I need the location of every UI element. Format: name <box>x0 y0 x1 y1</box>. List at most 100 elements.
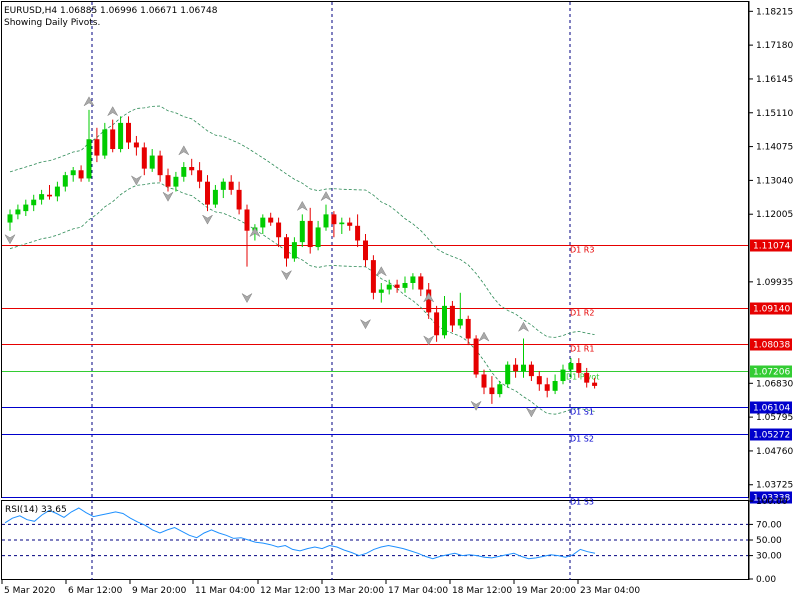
candle-body <box>481 374 487 388</box>
candle-body <box>410 276 416 283</box>
candle-body <box>426 289 432 313</box>
fractal-up-icon <box>249 227 261 238</box>
candle-body <box>378 289 384 293</box>
candle-body <box>442 305 447 336</box>
candle-body <box>434 312 440 336</box>
price-axis[interactable]: 1.18215 1.17180 1.16145 1.15110 1.14075 1.130… <box>748 1 793 580</box>
candle-body <box>592 382 598 386</box>
time-tick-label: 19 Mar 20:00 <box>516 586 576 596</box>
price-tick-label: 1.13040 <box>756 176 793 186</box>
envelope-bands <box>9 105 595 415</box>
time-tick-label: 13 Mar 20:00 <box>324 586 384 596</box>
fractal-down-icon <box>359 318 372 330</box>
time-tick-label: 18 Mar 12:00 <box>452 586 512 596</box>
price-tick-label: 1.18215 <box>756 7 793 17</box>
candle-body <box>260 217 266 228</box>
candle-body <box>39 194 45 200</box>
rsi-tick-label: 0.00 <box>756 575 776 585</box>
candle-body <box>94 139 100 156</box>
fractal-up-icon <box>107 106 119 117</box>
price-tick-label: 1.03725 <box>756 481 793 491</box>
pivot-badge <box>750 338 792 351</box>
candle-body <box>165 175 171 187</box>
candle-body <box>47 194 52 197</box>
fractal-up-icon <box>423 292 435 303</box>
candle-body <box>212 189 218 205</box>
pivot-badge-label: 1.06104 <box>753 404 790 414</box>
fractal-down-icon <box>4 234 16 245</box>
time-tick-label: 9 Mar 20:00 <box>132 586 187 596</box>
fractal-down-icon <box>130 175 143 186</box>
candle-body <box>133 142 139 148</box>
candle-body <box>197 170 203 182</box>
candle-body <box>576 363 582 373</box>
candle-body <box>363 240 368 261</box>
fractal-down-icon <box>525 407 538 418</box>
candle-body <box>513 364 519 372</box>
rsi-axis: 100.00 70.00 50.00 30.00 0.00 <box>749 497 788 585</box>
pivot-label: D1 S2 <box>570 435 594 444</box>
period-separators <box>91 2 571 580</box>
candle-body <box>568 363 574 370</box>
candle-body <box>544 384 550 391</box>
time-tick-label: 17 Mar 04:00 <box>388 586 448 596</box>
price-tick-label: 1.06830 <box>756 379 793 389</box>
pivot-badge-label: 1.11074 <box>753 242 790 252</box>
time-tick-label: 23 Mar 04:00 <box>580 586 640 596</box>
pivot-label: D1 R1 <box>570 345 594 354</box>
candle-body <box>307 220 313 248</box>
rsi-levels <box>2 523 748 557</box>
candle-body <box>173 176 179 187</box>
candle-body <box>181 167 187 177</box>
fractal-up-icon <box>83 96 95 107</box>
pivot-badge-label: 1.07206 <box>753 368 790 378</box>
candle-body <box>220 181 226 190</box>
fractal-up-icon <box>296 200 308 212</box>
candle-body <box>505 364 511 385</box>
pivot-label: D1 Pivot <box>566 373 599 382</box>
price-tick-label: 1.09935 <box>756 278 793 288</box>
candle-body <box>228 181 234 190</box>
candle-body <box>157 155 163 176</box>
rsi-line <box>4 507 596 560</box>
candle-body <box>339 222 345 225</box>
candle-body <box>489 387 495 395</box>
price-pane[interactable] <box>1 1 749 498</box>
symbol-info: EURUSD,H4 1.06885 1.06996 1.06671 1.0674… <box>4 6 218 16</box>
candle-body <box>54 186 60 197</box>
fractal-up-icon <box>478 331 490 342</box>
price-tick-label: 1.12005 <box>756 210 793 220</box>
candle-body <box>236 189 242 210</box>
candle-body <box>473 338 479 375</box>
candle-body <box>110 129 116 150</box>
pivot-badge-label: 1.08038 <box>753 341 790 351</box>
candle-body <box>78 170 84 179</box>
rsi-tick-label: 50.00 <box>756 536 782 546</box>
rsi-label: RSI(14) 33.65 <box>5 505 67 515</box>
candle-body <box>418 276 424 290</box>
candle-body <box>497 384 503 395</box>
candle-body <box>291 242 297 259</box>
pivot-badge <box>750 239 792 252</box>
indicator-note: Showing Daily Pivots. <box>4 18 100 28</box>
pivot-level-lines: D1 R3 D1 R2 D1 R1 D1 Pivot D1 S1 D1 S2 D1 S3 <box>2 245 748 507</box>
pivot-label: D1 R2 <box>570 309 594 318</box>
candle-body <box>386 284 392 290</box>
time-axis[interactable]: 5 Mar 2020 6 Mar 12:00 9 Mar 20:00 11 Mar 0… <box>1 580 640 596</box>
envelope-upper <box>9 105 595 338</box>
candle-body <box>268 217 274 223</box>
candle-body <box>315 227 321 248</box>
candle-body <box>370 260 376 293</box>
candle-body <box>141 147 147 169</box>
candle-body <box>560 369 566 382</box>
candle-body <box>552 381 558 391</box>
candle-body <box>102 129 108 156</box>
candle-body <box>86 139 92 179</box>
fractal-down-icon <box>470 400 482 411</box>
candle-body <box>465 318 471 339</box>
envelope-lower <box>9 182 595 415</box>
pivot-badge-label: 1.05272 <box>753 431 790 441</box>
candle-body <box>521 364 526 372</box>
candle-body <box>355 225 361 241</box>
